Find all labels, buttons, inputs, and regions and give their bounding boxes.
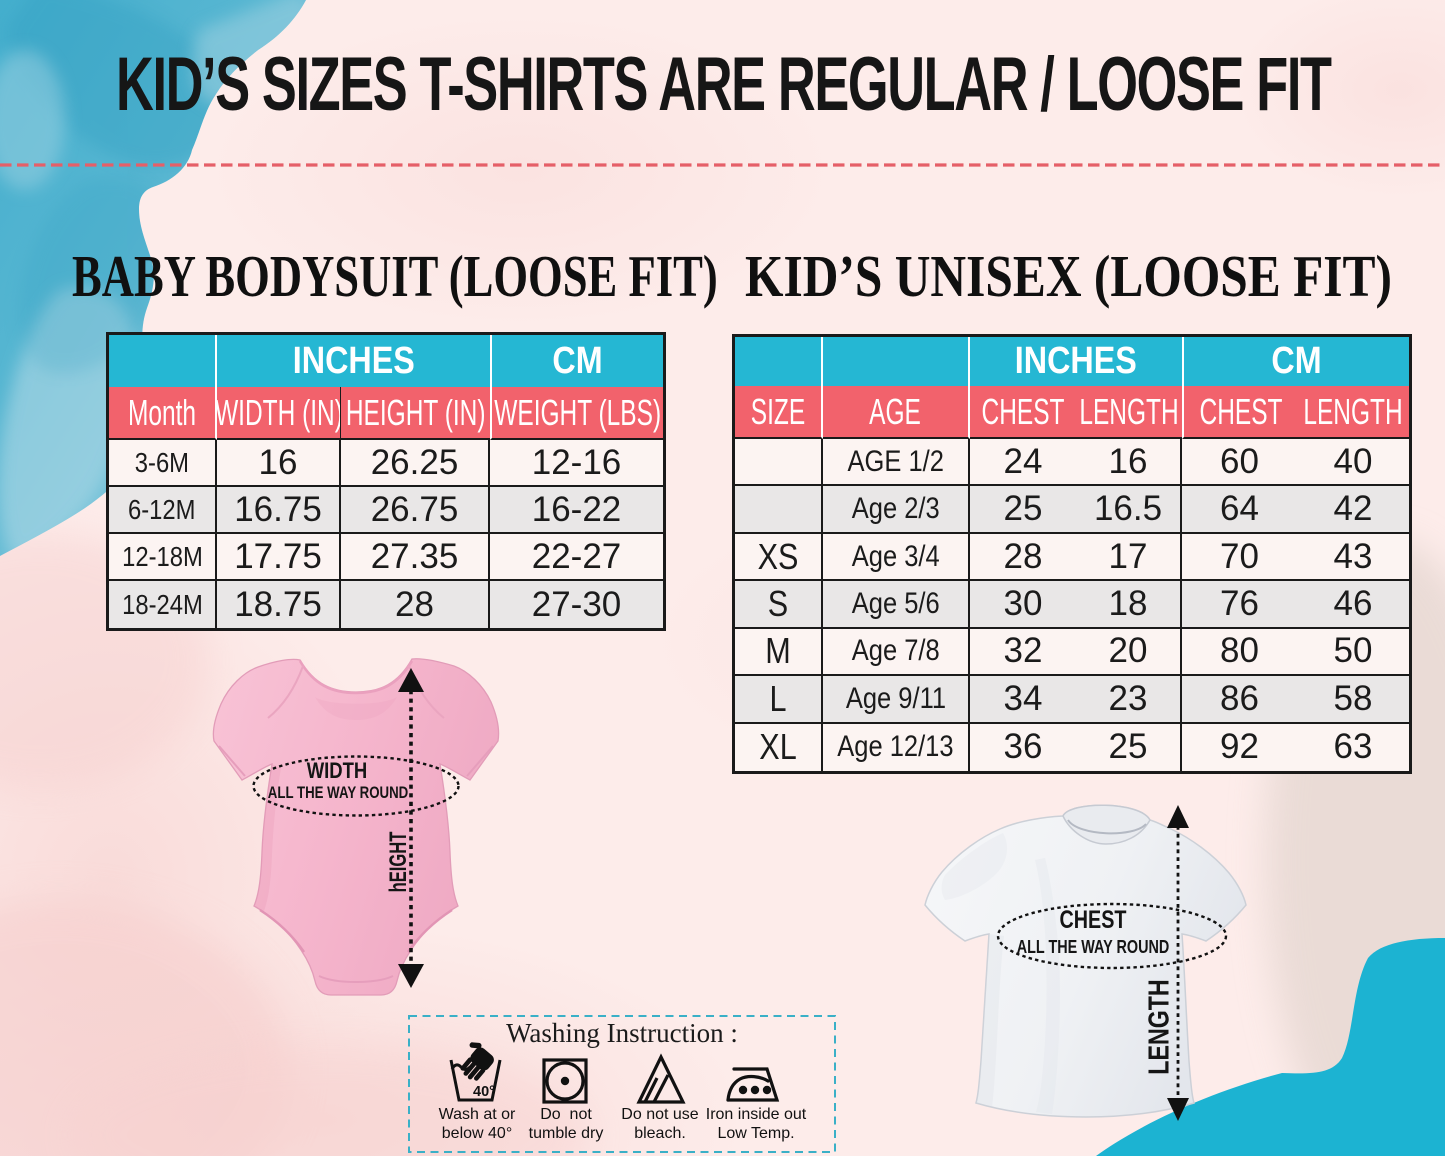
svg-text:40°: 40°	[473, 1084, 495, 1100]
